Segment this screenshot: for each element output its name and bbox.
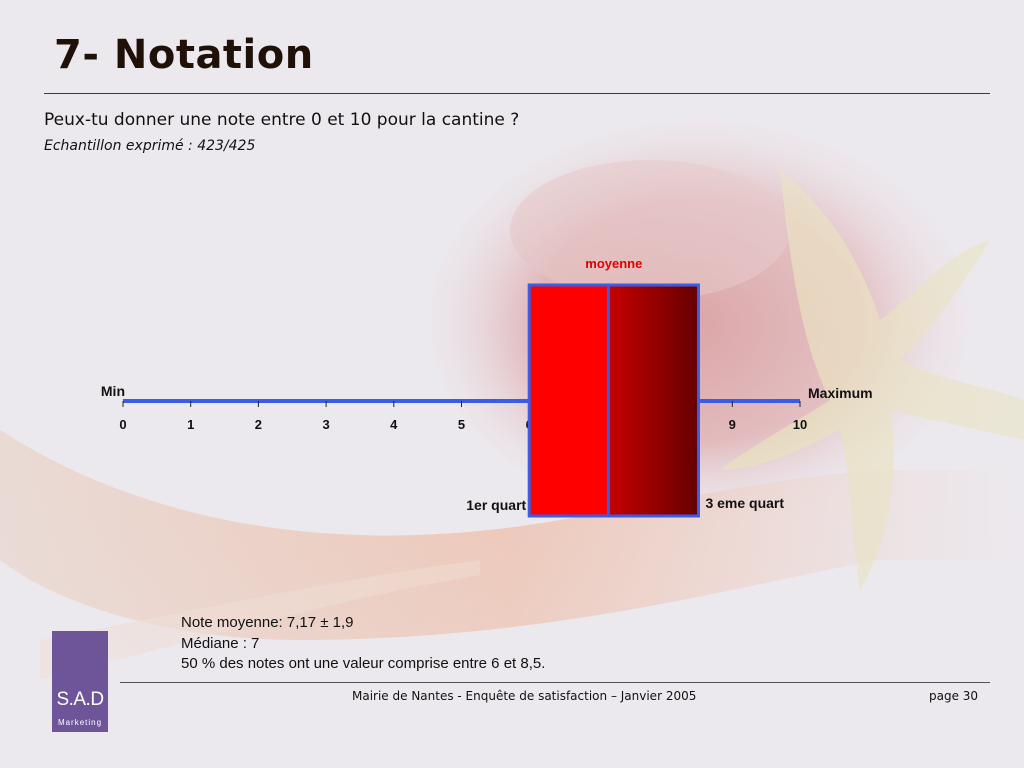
axis-tick-labels: 012345678910 [119,417,807,432]
company-logo: S.A.D Marketing [52,631,108,732]
box-upper-half [608,285,699,516]
summary-notes: Note moyenne: 7,17 ± 1,9 Médiane : 7 50 … [181,613,545,675]
footer-divider [120,682,990,683]
axis-tick-label: 4 [390,417,398,432]
axis-tick-label: 1 [187,417,194,432]
min-label: Min [101,383,125,399]
title-divider [44,93,990,94]
box-lower-half [529,285,609,516]
page-title: 7- Notation [54,32,314,78]
note-median: Médiane : 7 [181,634,260,652]
axis-tick-label: 0 [119,417,126,432]
logo-sub-text: Marketing [57,718,103,727]
axis-tick-label: 9 [729,417,736,432]
q3-label: 3 eme quart [705,495,784,511]
box-outline [527,283,700,518]
axis-tick-label: 10 [793,417,807,432]
note-interquartile: 50 % des notes ont une valeur comprise e… [181,655,546,672]
max-label: Maximum [808,385,873,401]
axis-tick-label: 5 [458,417,465,432]
center-label: moyenne [585,256,642,271]
q1-label: 1er quart [466,497,526,513]
sample-size: Echantillon exprimé : 423/425 [44,138,256,154]
page-number: page 30 [929,689,979,703]
note-mean: Note moyenne: 7,17 ± 1,9 [181,614,354,631]
axis-tick-label: 2 [255,417,262,432]
footer-text: Mairie de Nantes - Enquête de satisfacti… [352,689,697,703]
axis-tick-label: 3 [322,417,329,432]
survey-question: Peux-tu donner une note entre 0 et 10 po… [44,110,520,130]
logo-main-text: S.A.D [56,689,104,710]
